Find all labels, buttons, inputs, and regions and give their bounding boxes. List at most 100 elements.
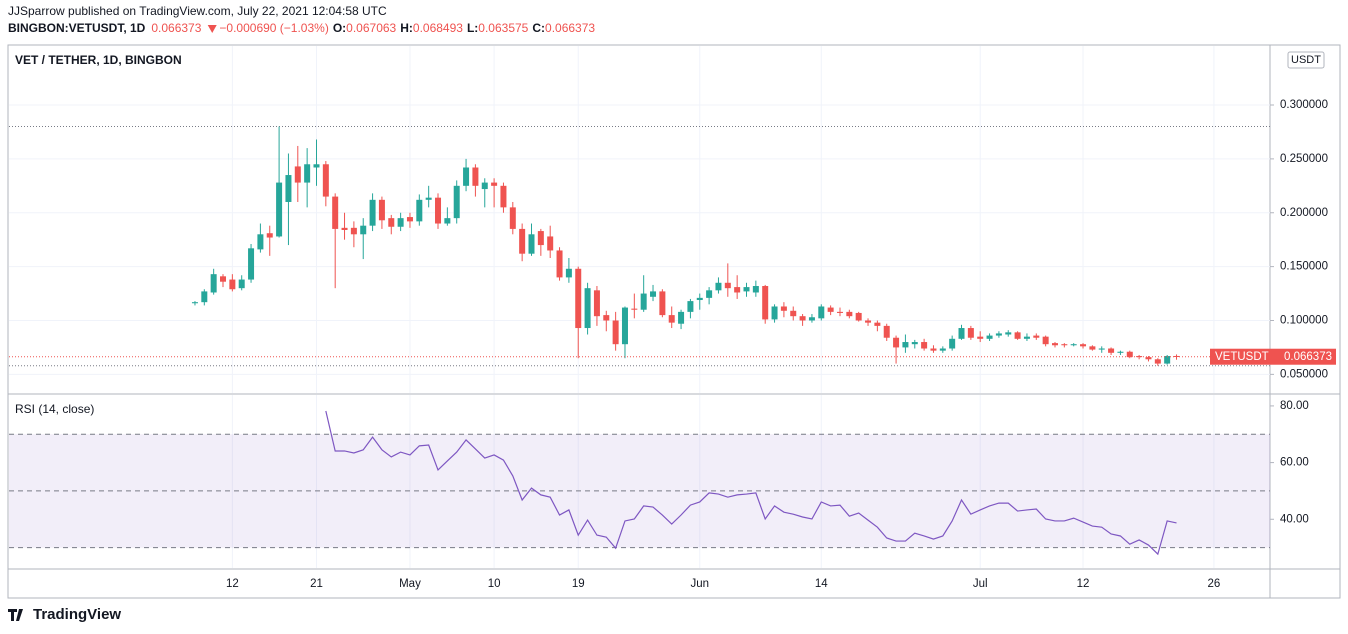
candle-body xyxy=(463,167,470,186)
candle-body xyxy=(304,164,311,183)
logo-text: TradingView xyxy=(33,606,121,623)
x-tick-label: 12 xyxy=(226,578,239,590)
y-tick-label: 0.300000 xyxy=(1280,99,1328,111)
close-value: 0.066373 xyxy=(545,21,595,35)
candle-body xyxy=(874,322,881,326)
candle-body xyxy=(678,311,685,324)
x-tick-label: 10 xyxy=(488,578,501,590)
candle-body xyxy=(659,291,666,316)
candle-body xyxy=(369,199,376,226)
y-tick-label: 0.100000 xyxy=(1280,315,1328,327)
candle-body xyxy=(210,274,217,293)
candle-body xyxy=(743,287,750,292)
candle-body xyxy=(808,317,815,321)
candle-body xyxy=(631,308,638,310)
candle-body xyxy=(1042,336,1049,345)
candle-body xyxy=(790,310,797,317)
candle-body xyxy=(248,248,255,280)
candle-body xyxy=(397,218,404,227)
candle-body xyxy=(995,333,1002,336)
last-price: 0.066373 xyxy=(151,21,201,35)
candle-body xyxy=(818,306,825,319)
candle-body xyxy=(865,320,872,323)
candle-body xyxy=(341,227,348,230)
last-price-symbol: VETUSDT xyxy=(1215,351,1269,363)
candle-body xyxy=(1033,335,1040,338)
x-tick-label: Jun xyxy=(690,578,709,590)
candle-body xyxy=(930,348,937,351)
logo-mark xyxy=(8,609,23,621)
candle-body xyxy=(780,306,787,311)
candle-body xyxy=(584,288,591,329)
candle-body xyxy=(706,290,713,298)
rsi-line xyxy=(325,410,1177,556)
candle-body xyxy=(1117,351,1124,353)
candle-body xyxy=(491,182,498,186)
candle-body xyxy=(986,335,993,339)
plot-layer: 12 21 May 10 19 Jun 14 Jul 12 26 0.050000 0.100000 0… xyxy=(9,46,1328,590)
y-tick-label: 60.00 xyxy=(1280,457,1309,469)
candle-body xyxy=(1136,356,1143,358)
symbol-line: BINGBON:VETUSDT, 1D 0.066373 −0.000690 (−1… xyxy=(8,21,595,35)
x-tick-label: 26 xyxy=(1208,578,1221,590)
candle-body xyxy=(547,236,554,251)
low-value: 0.063575 xyxy=(478,21,528,35)
candle-body xyxy=(313,164,320,168)
candle-body xyxy=(294,166,301,183)
candle-body xyxy=(509,207,516,229)
candle-body xyxy=(276,182,283,237)
candle-body xyxy=(846,311,853,317)
candle-body xyxy=(967,328,974,338)
footer-logo: TradingView xyxy=(8,606,121,623)
candle-body xyxy=(388,218,395,227)
candle-body xyxy=(734,287,741,293)
candle-body xyxy=(229,279,236,290)
candle-body xyxy=(266,233,273,238)
candle-body xyxy=(378,199,385,221)
candle-body xyxy=(332,196,339,229)
candle-body xyxy=(612,320,619,345)
candle-body xyxy=(350,227,357,235)
x-tick-label: May xyxy=(399,578,421,590)
x-tick-label: Jul xyxy=(973,578,988,590)
candle-body xyxy=(836,311,843,313)
candle-body xyxy=(416,199,423,222)
candle-body xyxy=(911,342,918,345)
candle-body xyxy=(621,307,628,345)
y-tick-label: 40.00 xyxy=(1280,513,1309,525)
candle-body xyxy=(1108,348,1115,353)
candle-body xyxy=(1154,359,1161,364)
candle-body xyxy=(472,167,479,186)
change: −0.000690 (−1.03%) xyxy=(219,21,328,35)
candle-body xyxy=(1014,332,1021,339)
candle-body xyxy=(771,306,778,320)
published-line: JJSparrow published on TradingView.com, … xyxy=(8,4,387,18)
chart-title: VET / TETHER, 1D, BINGBON xyxy=(15,53,182,67)
candle-body xyxy=(191,302,198,304)
candle-body xyxy=(1145,357,1152,360)
candle-body xyxy=(855,312,862,321)
candle-body xyxy=(519,228,526,254)
last-price-box xyxy=(1210,348,1336,365)
candle-body xyxy=(444,218,451,224)
candle-body xyxy=(893,337,900,348)
candle-body xyxy=(481,182,488,190)
close-label: C: xyxy=(532,21,545,35)
y-tick-label: 0.250000 xyxy=(1280,153,1328,165)
candle-body xyxy=(603,315,610,321)
candle-body xyxy=(406,217,413,222)
candle-body xyxy=(977,336,984,339)
candle-body xyxy=(360,225,367,235)
down-arrow xyxy=(207,25,217,33)
candle-body xyxy=(650,291,657,297)
x-tick-label: 12 xyxy=(1077,578,1090,590)
candle-body xyxy=(958,328,965,339)
chart-frame xyxy=(7,44,1341,599)
candle-body xyxy=(435,197,442,224)
x-tick-label: 14 xyxy=(815,578,828,590)
candle-body xyxy=(238,279,245,289)
high-value: 0.068493 xyxy=(413,21,463,35)
rsi-title: RSI (14, close) xyxy=(15,402,94,416)
candle-body xyxy=(1164,356,1171,364)
